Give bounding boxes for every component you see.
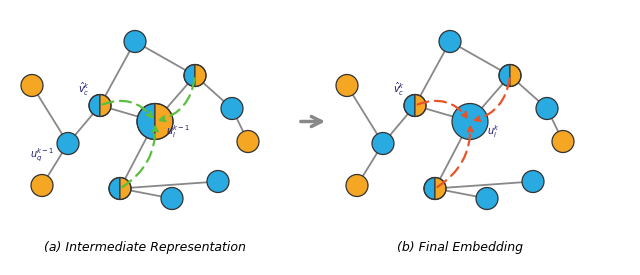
Circle shape — [161, 188, 183, 210]
Text: $u_q^{k-1}$: $u_q^{k-1}$ — [29, 147, 54, 164]
FancyArrowPatch shape — [417, 101, 467, 117]
Wedge shape — [89, 95, 100, 117]
Wedge shape — [184, 65, 195, 87]
Circle shape — [336, 75, 358, 97]
Wedge shape — [195, 65, 206, 87]
Circle shape — [237, 131, 259, 153]
Circle shape — [57, 133, 79, 155]
Circle shape — [536, 98, 558, 120]
Circle shape — [522, 170, 544, 192]
Circle shape — [21, 75, 43, 97]
FancyArrowPatch shape — [122, 127, 158, 187]
Circle shape — [124, 31, 146, 53]
FancyArrowPatch shape — [160, 78, 195, 121]
Circle shape — [346, 175, 368, 197]
Wedge shape — [100, 95, 111, 117]
Wedge shape — [510, 65, 521, 87]
Circle shape — [31, 175, 53, 197]
Circle shape — [452, 103, 488, 139]
Text: $\hat{v}_c^{k}$: $\hat{v}_c^{k}$ — [78, 81, 90, 98]
Text: $u_i^{k-1}$: $u_i^{k-1}$ — [166, 123, 190, 140]
Wedge shape — [424, 177, 435, 199]
Wedge shape — [404, 95, 415, 117]
Circle shape — [372, 133, 394, 155]
FancyArrowPatch shape — [475, 78, 509, 121]
Wedge shape — [155, 103, 173, 139]
Wedge shape — [499, 65, 510, 87]
Wedge shape — [137, 103, 155, 139]
Text: $u_i^{k}$: $u_i^{k}$ — [486, 123, 499, 140]
Text: $\hat{v}_c^{k}$: $\hat{v}_c^{k}$ — [393, 81, 405, 98]
Circle shape — [207, 170, 229, 192]
FancyArrowPatch shape — [437, 127, 473, 187]
FancyArrowPatch shape — [102, 101, 152, 117]
Text: (a) Intermediate Representation: (a) Intermediate Representation — [44, 241, 246, 254]
Circle shape — [476, 188, 498, 210]
Wedge shape — [415, 95, 426, 117]
Wedge shape — [109, 177, 120, 199]
Circle shape — [439, 31, 461, 53]
Text: (b) Final Embedding: (b) Final Embedding — [397, 241, 523, 254]
Circle shape — [221, 98, 243, 120]
Wedge shape — [120, 177, 131, 199]
Wedge shape — [435, 177, 446, 199]
Circle shape — [552, 131, 574, 153]
